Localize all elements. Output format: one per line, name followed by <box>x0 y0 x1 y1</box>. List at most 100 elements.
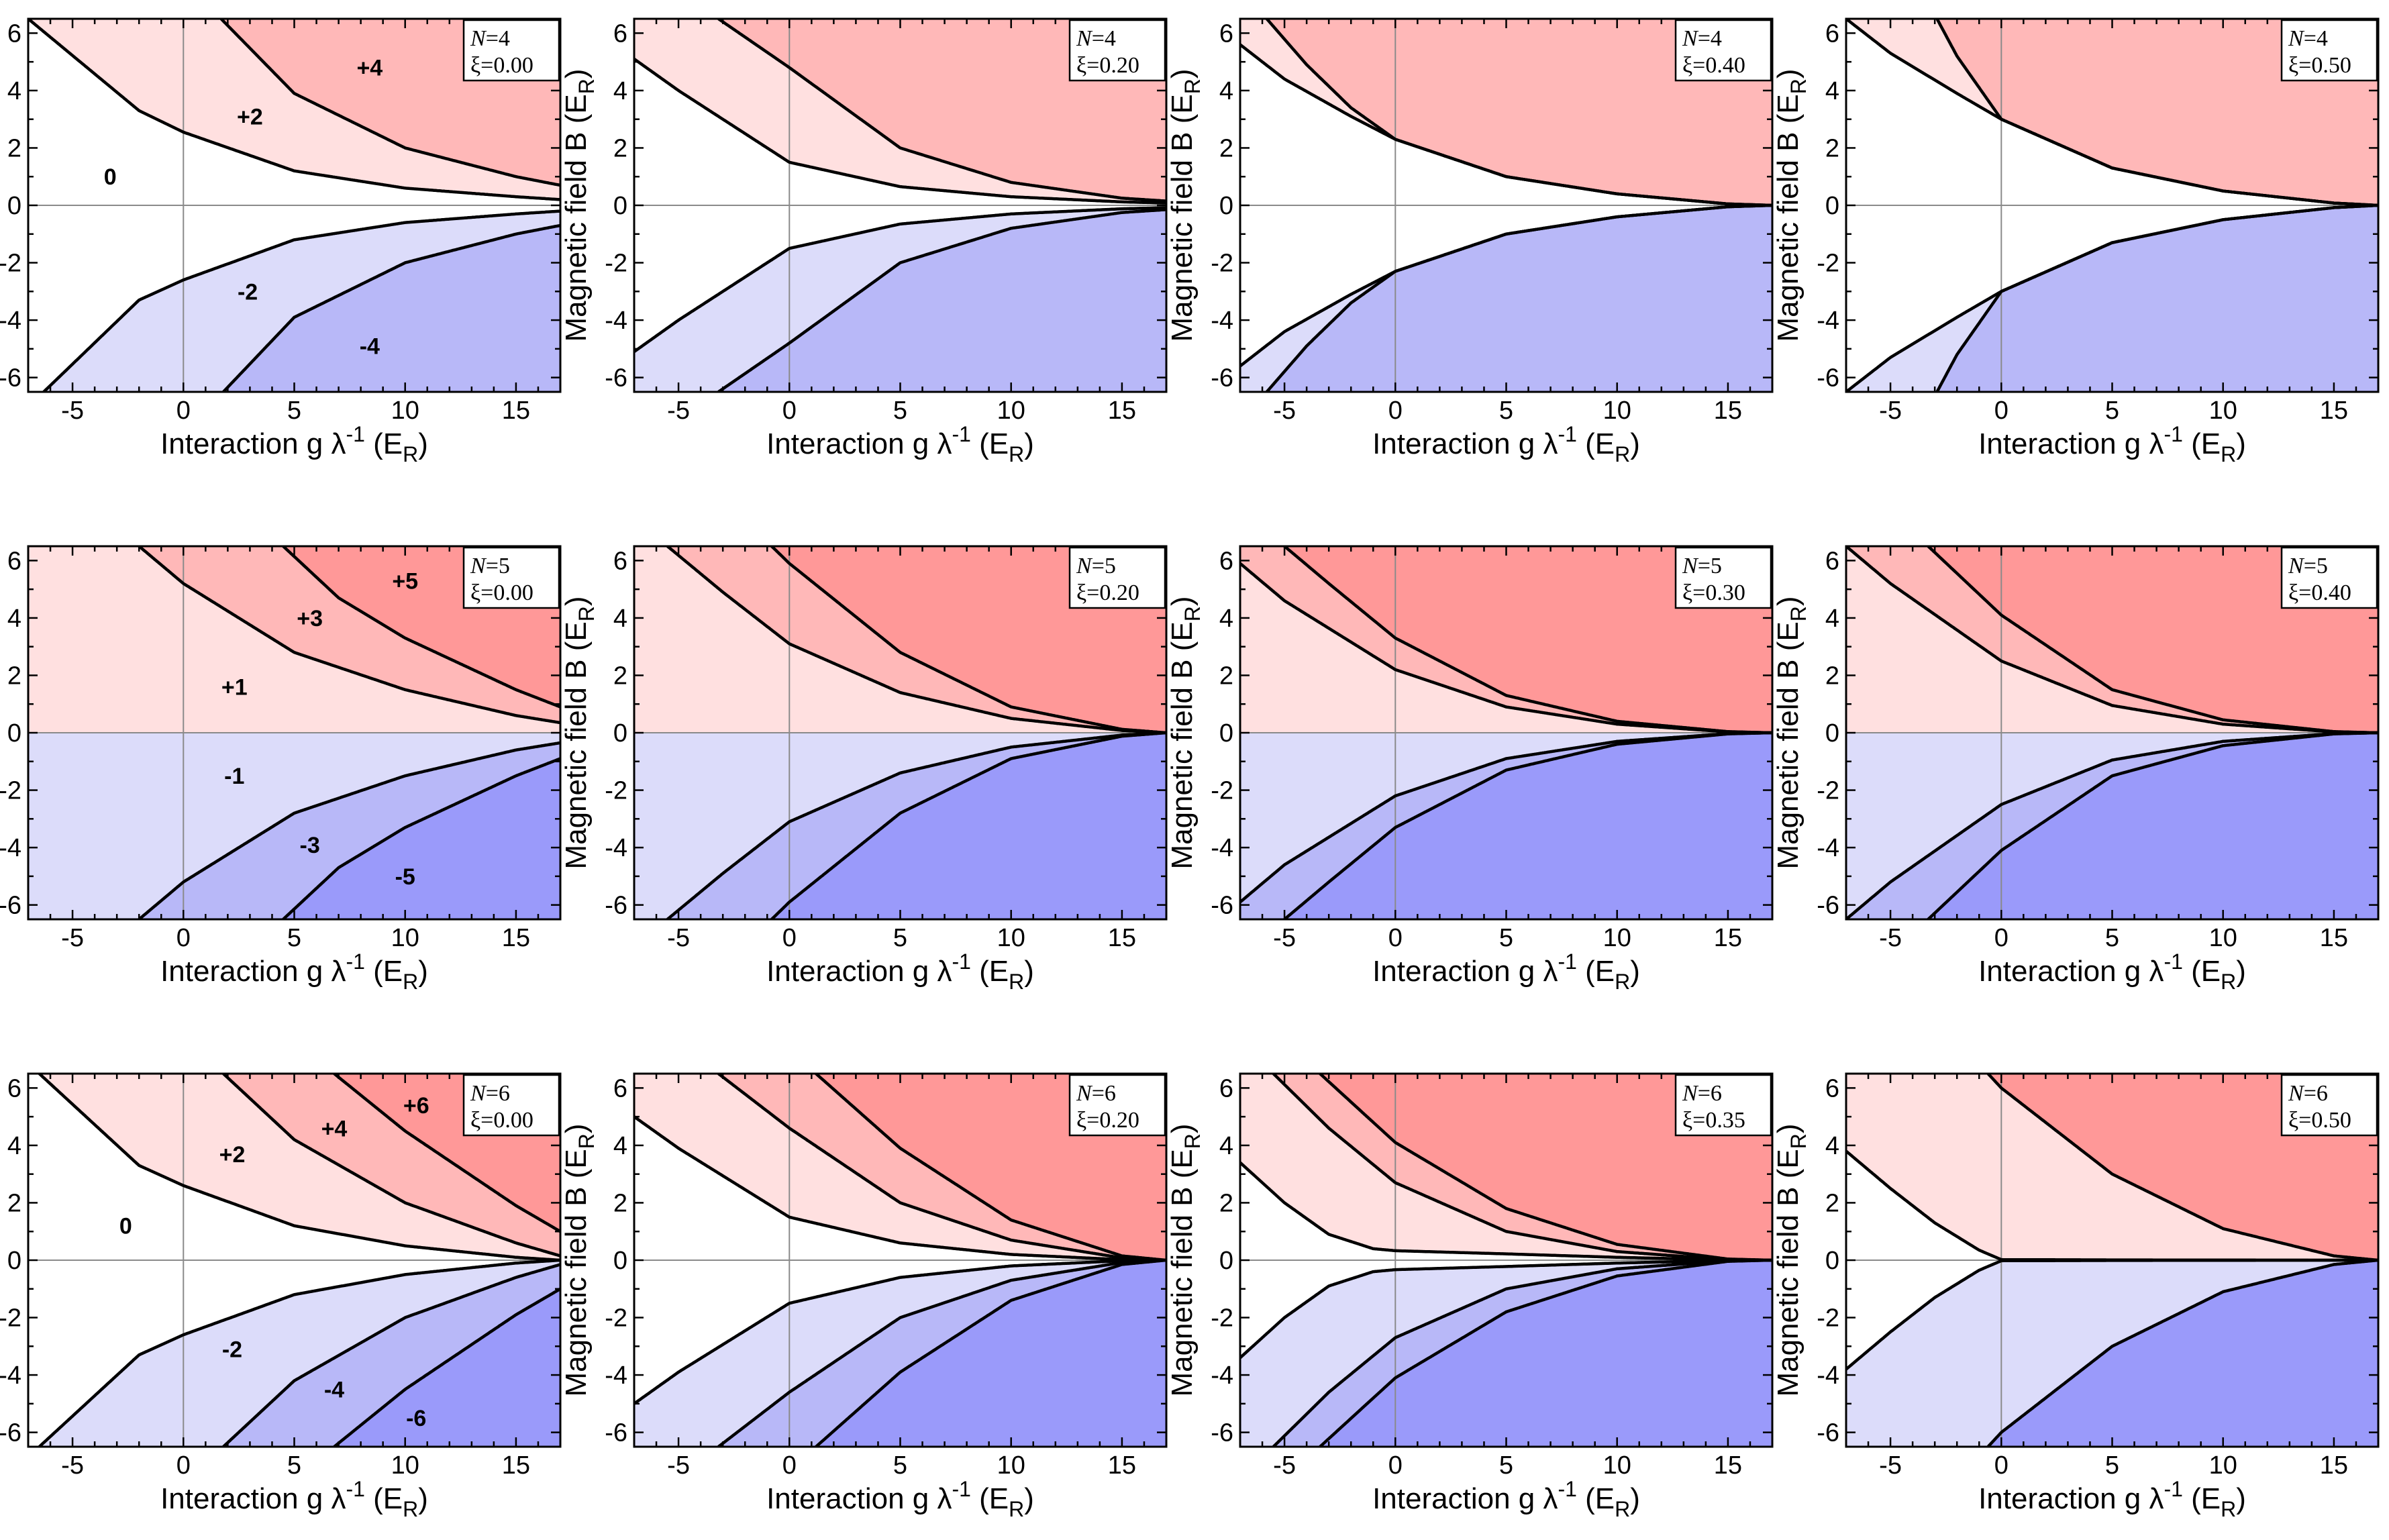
legend-n: N=6 <box>1076 1081 1116 1106</box>
x-tick-label: 0 <box>1388 924 1403 952</box>
y-tick-label: 6 <box>1219 19 1233 48</box>
y-tick-label: 6 <box>1825 1074 1839 1102</box>
x-tick-label: 15 <box>502 1451 530 1480</box>
x-tick-label: 10 <box>391 1451 419 1480</box>
y-tick-label: 2 <box>7 662 21 690</box>
y-axis-title: Magnetic field B (ER) <box>1772 68 1811 342</box>
lower-region-2 <box>1240 205 1772 392</box>
region-label: +6 <box>403 1093 429 1119</box>
plot-area <box>1240 546 1772 919</box>
upper-boundary-curve-2 <box>1272 1074 1772 1262</box>
y-tick-label: -4 <box>1211 834 1233 862</box>
y-tick-label: 0 <box>613 1247 627 1275</box>
y-tick-label: -4 <box>1211 1362 1233 1390</box>
x-tick-label: -5 <box>61 397 84 425</box>
upper-boundary-curve-2 <box>717 1074 1166 1262</box>
y-tick-label: -4 <box>0 307 21 335</box>
y-tick-label: 0 <box>1219 192 1233 220</box>
upper-region-3 <box>28 1074 560 1232</box>
y-tick-label: 4 <box>613 605 627 633</box>
y-tick-label: 4 <box>613 77 627 105</box>
upper-boundary-curve-2 <box>219 19 560 187</box>
upper-region-2 <box>28 19 560 186</box>
upper-region-2 <box>28 546 560 707</box>
y-tick-label: 0 <box>613 719 627 748</box>
region-label: -4 <box>324 1377 344 1402</box>
upper-boundary-curve-2 <box>1935 19 2378 207</box>
x-tick-label: 10 <box>997 397 1025 425</box>
x-tick-label: 5 <box>2105 1451 2119 1480</box>
x-axis-title: Interaction g λ-1 (ER) <box>766 949 1034 994</box>
legend-n: N=4 <box>2288 26 2328 51</box>
x-tick-label: 15 <box>502 924 530 952</box>
y-tick-label: 0 <box>1825 719 1839 748</box>
y-tick-label: 2 <box>1825 134 1839 162</box>
legend-box <box>462 1074 560 1137</box>
upper-boundary-curve-3 <box>333 1074 560 1233</box>
legend-n: N=6 <box>1682 1081 1722 1106</box>
y-tick-label: 6 <box>1825 19 1839 48</box>
x-tick-label: 15 <box>1714 397 1742 425</box>
legend-xi: ξ=0.00 <box>470 580 533 605</box>
y-tick-label: -2 <box>605 1304 627 1333</box>
x-tick-label: 15 <box>1108 924 1136 952</box>
lower-boundary-curve-1 <box>1846 731 2378 919</box>
x-tick-label: 10 <box>1603 397 1631 425</box>
y-tick-label: -2 <box>1211 250 1233 278</box>
y-tick-label: 6 <box>613 547 627 575</box>
x-tick-label: -5 <box>1879 1451 1902 1480</box>
y-tick-label: -6 <box>1817 1419 1839 1447</box>
x-tick-label: 5 <box>1499 1451 1513 1480</box>
legend-n: N=4 <box>470 26 510 51</box>
y-tick-label: 4 <box>1219 605 1233 633</box>
y-tick-label: 2 <box>1219 662 1233 690</box>
legend-xi: ξ=0.00 <box>470 1108 533 1133</box>
y-tick-label: -6 <box>1211 364 1233 393</box>
y-tick-label: 2 <box>613 662 627 690</box>
y-tick-label: 0 <box>1219 719 1233 748</box>
panel-11: -5 0 5 10 15 -6 -4 -2 0 2 4 6 Interaction g λ-1 (ER)… <box>1166 1072 1774 1521</box>
x-tick-label: 10 <box>2209 924 2237 952</box>
y-tick-label: -2 <box>1817 250 1839 278</box>
x-tick-label: 15 <box>2320 924 2348 952</box>
upper-boundary-curve-3 <box>815 1074 1166 1262</box>
x-tick-label: 0 <box>176 397 191 425</box>
legend-box <box>2280 546 2378 609</box>
x-tick-label: 0 <box>782 397 797 425</box>
upper-boundary-curve-2 <box>1283 546 1772 735</box>
x-tick-label: -5 <box>61 924 84 952</box>
x-tick-label: 5 <box>893 924 907 952</box>
region-label: -5 <box>395 864 415 890</box>
lower-boundary-curve-2 <box>770 731 1166 919</box>
lower-boundary-curve-3 <box>815 1258 1166 1447</box>
y-tick-label: 6 <box>1219 1074 1233 1102</box>
lower-boundary-curve-1 <box>666 731 1166 919</box>
region-label: -4 <box>360 334 380 360</box>
y-tick-label: -6 <box>605 1419 627 1447</box>
legend-box <box>1674 1074 1772 1137</box>
y-tick-label: 6 <box>7 547 21 575</box>
legend-box <box>2280 19 2378 82</box>
y-tick-label: 6 <box>1219 547 1233 575</box>
panel-10: -5 0 5 10 15 -6 -4 -2 0 2 4 6 Interaction g λ-1 (ER)… <box>560 1072 1168 1521</box>
x-tick-label: -5 <box>1273 1451 1296 1480</box>
x-tick-label: 0 <box>176 924 191 952</box>
lower-region-3 <box>634 1260 1166 1447</box>
lower-region-2 <box>1846 1260 2378 1447</box>
legend-xi: ξ=0.35 <box>1682 1108 1745 1133</box>
legend-n: N=5 <box>1682 554 1722 578</box>
x-axis-title: Interaction g λ-1 (ER) <box>160 949 428 994</box>
x-tick-label: 0 <box>1994 1451 2009 1480</box>
y-axis-title: Magnetic field B (ER) <box>560 68 599 342</box>
panel-12: -5 0 5 10 15 -6 -4 -2 0 2 4 6 Interaction g λ-1 (ER)… <box>1772 1072 2380 1521</box>
x-axis-title: Interaction g λ-1 (ER) <box>1978 422 2246 466</box>
legend-xi: ξ=0.20 <box>1076 580 1139 605</box>
upper-boundary-curve-1 <box>1846 546 2378 735</box>
region-label: +4 <box>356 56 383 81</box>
plot-area: +5 +3 +1 -1 -3 -5 <box>28 546 560 919</box>
x-axis-title: Interaction g λ-1 (ER) <box>1372 1477 1640 1521</box>
x-tick-label: -5 <box>1879 397 1902 425</box>
x-tick-label: 10 <box>391 397 419 425</box>
y-tick-label: 4 <box>7 1132 21 1160</box>
